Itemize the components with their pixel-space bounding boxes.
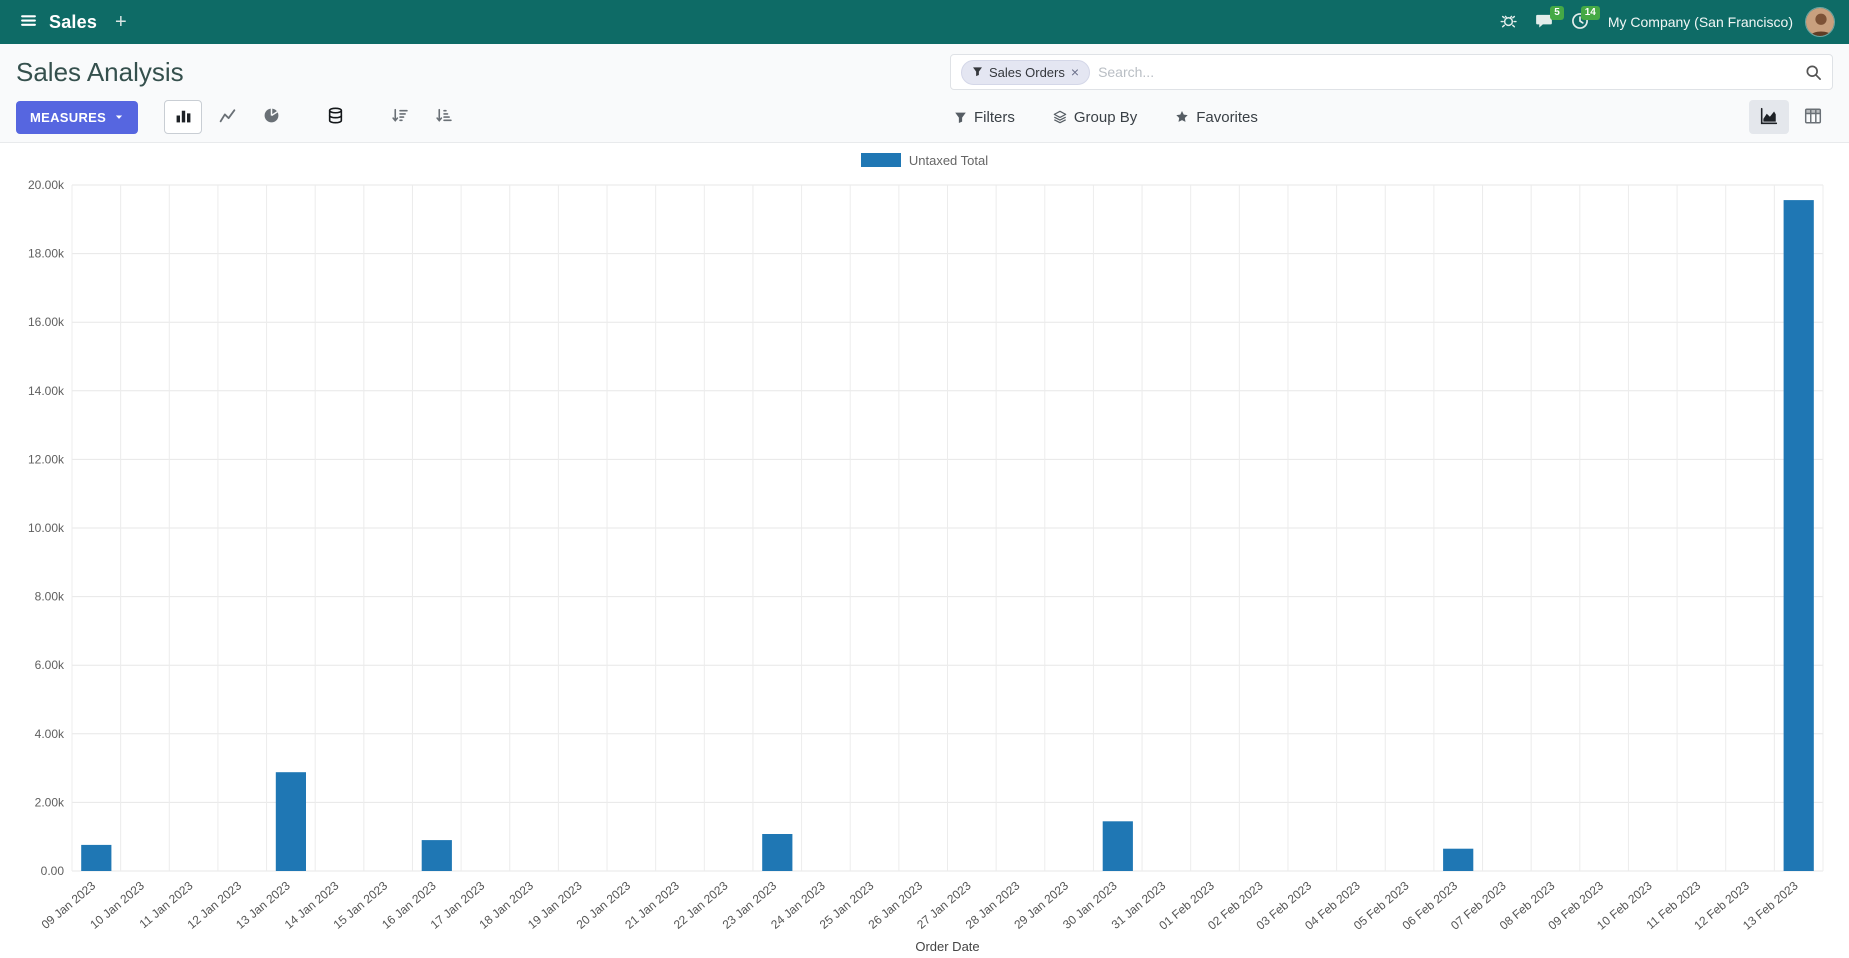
top-navbar: Sales + 5 14 My Company (San Francisco) [0,0,1849,44]
search-facet-sales-orders[interactable]: Sales Orders × [961,59,1091,85]
filters-menu-button[interactable]: Filters [950,103,1019,132]
chart-legend[interactable]: Untaxed Total [16,143,1833,171]
svg-text:18.00k: 18.00k [28,247,65,261]
chat-bubble-icon [1535,12,1553,33]
activities-badge: 14 [1580,5,1600,20]
legend-label: Untaxed Total [908,152,989,168]
bug-icon [1500,12,1517,32]
area-chart-icon [1760,107,1778,128]
messages-button[interactable]: 5 [1526,5,1564,39]
apps-menu-button[interactable] [14,6,43,38]
database-icon [327,107,344,127]
legend-swatch [860,153,901,167]
measures-button[interactable]: MEASURES [16,100,139,134]
app-name[interactable]: Sales [49,11,98,32]
plus-icon: + [115,11,127,33]
x-axis-title: Order Date [915,939,979,954]
line-chart-icon [219,107,236,127]
funnel-icon [954,111,967,124]
pivot-view-button[interactable] [1793,100,1833,134]
avatar-image [1806,8,1834,36]
pie-chart-icon [263,107,280,127]
favorites-menu-button[interactable]: Favorites [1171,103,1262,132]
caret-down-icon [114,110,124,125]
svg-text:16.00k: 16.00k [28,315,65,329]
bar[interactable] [81,844,112,871]
debug-menu-button[interactable] [1491,6,1526,38]
control-panel: Sales Analysis Sales Orders × MEASURES [0,44,1849,143]
bar[interactable] [275,772,306,871]
svg-text:14.00k: 14.00k [28,384,65,398]
graph-view: Untaxed Total 0.00 2.00k 4.00k 6.00k 8.00k 10… [0,143,1849,958]
svg-text:12.00k: 12.00k [28,452,65,466]
bar-chart-icon [175,107,192,127]
bar[interactable] [1443,848,1474,871]
new-window-button[interactable]: + [107,8,135,36]
funnel-icon [972,65,983,80]
line-chart-button[interactable] [208,100,246,134]
star-icon [1175,110,1189,124]
filters-label: Filters [974,108,1015,126]
facet-remove-icon[interactable]: × [1070,64,1080,80]
svg-text:2.00k: 2.00k [35,795,65,809]
svg-text:4.00k: 4.00k [35,727,65,741]
bar[interactable] [1102,821,1133,871]
clock-icon [1571,12,1589,33]
search-bar[interactable]: Sales Orders × [950,54,1833,90]
favorites-label: Favorites [1196,108,1258,126]
stacked-toggle-button[interactable] [316,100,354,134]
pie-chart-button[interactable] [252,100,290,134]
svg-text:20.00k: 20.00k [28,178,65,192]
sales-bar-chart[interactable]: 0.00 2.00k 4.00k 6.00k 8.00k 10.00k 12.00k 14.0… [16,171,1833,958]
svg-text:8.00k: 8.00k [35,590,65,604]
layers-icon [1053,110,1067,124]
group-by-label: Group By [1073,108,1138,126]
bar[interactable] [1783,200,1814,872]
facet-label: Sales Orders [989,64,1065,80]
measures-label: MEASURES [30,109,107,125]
sort-desc-icon [391,107,408,127]
bar-chart-button[interactable] [164,100,203,134]
bar[interactable] [762,834,793,871]
svg-text:0.00: 0.00 [41,864,65,878]
page-title: Sales Analysis [16,56,184,87]
view-switcher [1749,100,1833,134]
svg-text:6.00k: 6.00k [35,658,65,672]
pivot-table-icon [1804,107,1822,128]
group-by-menu-button[interactable]: Group By [1049,103,1141,132]
hamburger-icon [20,12,37,32]
messages-badge: 5 [1550,5,1564,20]
sort-ascending-button[interactable] [424,100,462,134]
company-switcher[interactable]: My Company (San Francisco) [1607,14,1793,30]
user-avatar[interactable] [1805,7,1835,37]
search-input[interactable] [1098,64,1797,80]
activities-button[interactable]: 14 [1562,5,1600,39]
svg-text:10.00k: 10.00k [28,521,65,535]
graph-view-button[interactable] [1749,100,1789,134]
sort-descending-button[interactable] [380,100,418,134]
search-icon[interactable] [1805,64,1822,81]
bar[interactable] [421,840,452,871]
sort-asc-icon [435,107,452,127]
